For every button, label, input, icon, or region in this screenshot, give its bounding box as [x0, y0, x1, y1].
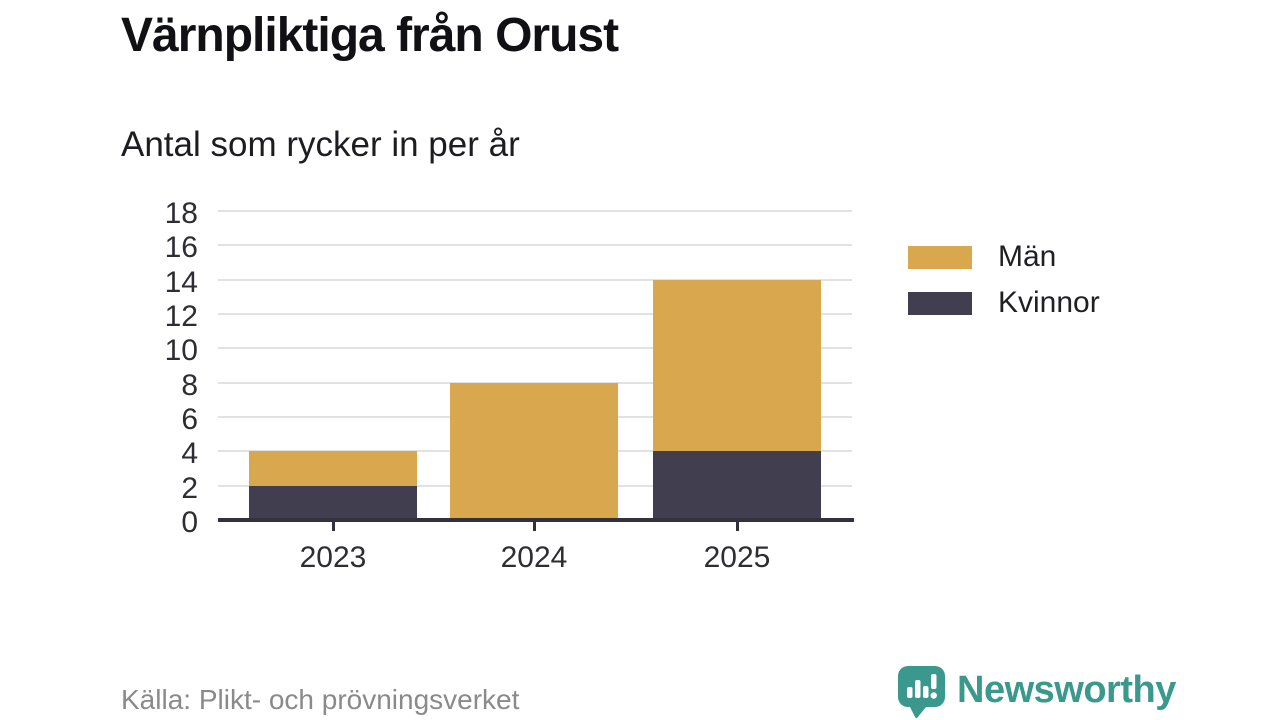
x-axis-tick-label: 2023	[299, 541, 367, 574]
x-axis-tick-mark	[332, 522, 335, 531]
bar-segment-kvinnor-2025	[653, 451, 821, 520]
x-axis-tick-mark	[736, 522, 739, 531]
x-axis-tick-mark	[533, 522, 536, 531]
x-axis-tick-label: 2025	[703, 541, 771, 574]
legend-swatch-kvinnor	[908, 292, 972, 315]
chart-title: Värnpliktiga från Orust	[121, 9, 619, 62]
legend-swatch-män	[908, 246, 972, 269]
brand-wordmark: Newsworthy	[957, 669, 1176, 711]
gridline	[218, 244, 852, 247]
bar-segment-män-2025	[653, 279, 821, 452]
bar-segment-män-2023	[249, 451, 417, 486]
bar-chart-speech-bubble-icon	[898, 666, 945, 718]
brand-logo: Newsworthy	[898, 666, 1176, 718]
y-axis-tick-label: 14	[164, 265, 198, 299]
legend-label-kvinnor: Kvinnor	[998, 286, 1100, 319]
x-axis-tick-label: 2024	[500, 541, 568, 574]
y-axis-tick-label: 16	[164, 231, 198, 265]
gridline	[218, 313, 852, 315]
x-axis-line	[218, 518, 854, 522]
legend-label-män: Män	[998, 240, 1057, 273]
y-axis-tick-label: 8	[181, 368, 198, 402]
y-axis-tick-label: 6	[181, 403, 198, 436]
y-axis-tick-label: 2	[181, 471, 198, 505]
gridline	[218, 347, 852, 350]
y-axis-tick-label: 12	[164, 300, 198, 333]
y-axis-tick-label: 0	[181, 506, 198, 539]
source-attribution: Källa: Plikt- och prövningsverket	[121, 684, 520, 715]
y-axis-tick-label: 10	[164, 334, 198, 368]
y-axis-tick-label: 4	[181, 437, 198, 471]
gridline	[218, 278, 852, 281]
y-axis-tick-label: 18	[164, 197, 198, 230]
gridline	[218, 210, 852, 212]
bar-segment-kvinnor-2023	[249, 485, 417, 520]
chart-subtitle: Antal som rycker in per år	[121, 125, 520, 164]
bar-segment-män-2024	[450, 382, 618, 520]
